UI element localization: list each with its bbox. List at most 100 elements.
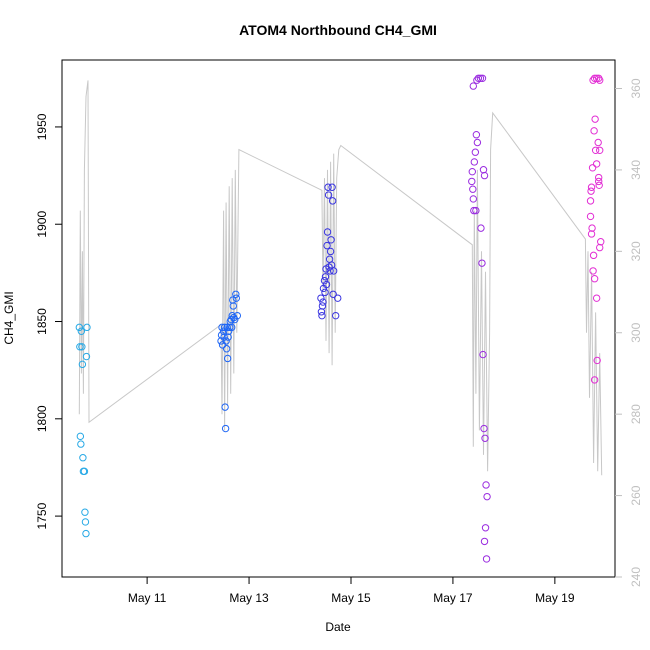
point xyxy=(478,259,486,267)
point xyxy=(328,183,336,191)
point xyxy=(329,290,337,298)
point xyxy=(82,352,91,361)
y2-tick-label: 320 xyxy=(629,241,643,261)
point xyxy=(479,166,488,174)
point xyxy=(320,276,329,285)
point xyxy=(318,302,327,310)
point xyxy=(587,230,596,238)
point xyxy=(483,492,491,501)
point xyxy=(220,333,228,341)
point xyxy=(480,424,488,433)
plot-box xyxy=(61,59,616,578)
point xyxy=(221,403,229,411)
point xyxy=(231,315,239,324)
y2-tick-label: 340 xyxy=(629,160,643,180)
point xyxy=(481,524,490,532)
point xyxy=(221,424,230,433)
point xyxy=(321,288,329,297)
point xyxy=(324,191,333,199)
point xyxy=(319,298,327,306)
point xyxy=(596,76,604,84)
point xyxy=(220,323,229,332)
point xyxy=(482,555,491,563)
point xyxy=(586,212,595,221)
point xyxy=(324,183,332,191)
point xyxy=(329,267,338,275)
point xyxy=(470,158,479,166)
y-tick-label: 1900 xyxy=(35,211,49,238)
point xyxy=(469,185,477,193)
y-tick-label: 1850 xyxy=(35,308,49,335)
point xyxy=(82,529,90,538)
point xyxy=(480,171,489,180)
x-axis-label: Date xyxy=(325,620,351,634)
point xyxy=(592,160,601,168)
point xyxy=(473,138,482,147)
point xyxy=(472,131,481,139)
point xyxy=(587,187,595,195)
chart-title: ATOM4 Northbound CH4_GMI xyxy=(239,22,437,38)
y2-tick-label: 300 xyxy=(629,322,643,342)
point xyxy=(321,273,330,281)
point xyxy=(81,508,89,516)
point xyxy=(472,206,480,215)
point xyxy=(596,146,604,154)
point xyxy=(233,311,242,320)
point xyxy=(323,241,331,250)
point xyxy=(587,183,596,191)
point xyxy=(317,294,325,302)
point xyxy=(222,345,231,353)
point xyxy=(80,467,89,476)
point xyxy=(594,173,603,182)
point xyxy=(76,432,85,441)
x-tick-label: May 17 xyxy=(433,591,473,605)
point xyxy=(232,294,241,302)
point xyxy=(589,267,597,275)
point xyxy=(322,280,331,289)
point xyxy=(78,343,86,351)
point xyxy=(323,228,332,236)
point xyxy=(328,197,337,205)
point xyxy=(477,224,485,232)
x-tick-label: May 13 xyxy=(229,591,269,605)
point xyxy=(81,518,90,526)
point xyxy=(588,224,596,232)
point xyxy=(334,294,342,302)
point xyxy=(326,247,335,256)
line xyxy=(78,80,603,476)
point xyxy=(224,333,232,341)
point xyxy=(327,236,335,244)
point xyxy=(75,323,84,332)
point xyxy=(481,434,489,442)
y-axis-label: CH4_GMI xyxy=(2,291,16,344)
point xyxy=(589,251,598,260)
point xyxy=(318,311,326,320)
point xyxy=(596,243,604,252)
point xyxy=(471,148,480,156)
point xyxy=(586,197,595,205)
point xyxy=(594,177,603,186)
point xyxy=(480,537,489,546)
y-tick-label: 1750 xyxy=(35,502,49,529)
y2-tick-label: 260 xyxy=(629,485,643,505)
point xyxy=(76,343,84,351)
point xyxy=(476,74,485,82)
point xyxy=(474,74,483,82)
point xyxy=(590,127,598,135)
point xyxy=(222,337,230,345)
point xyxy=(592,294,601,302)
point xyxy=(228,323,236,332)
point xyxy=(468,167,476,176)
point xyxy=(223,354,232,363)
point xyxy=(469,195,478,203)
point xyxy=(225,323,234,332)
point xyxy=(223,323,231,332)
point xyxy=(228,311,236,320)
point xyxy=(594,138,602,147)
point xyxy=(331,311,340,320)
y2-tick-label: 240 xyxy=(629,567,643,587)
x-tick-label: May 15 xyxy=(331,591,371,605)
point xyxy=(590,275,599,283)
point xyxy=(78,360,87,369)
